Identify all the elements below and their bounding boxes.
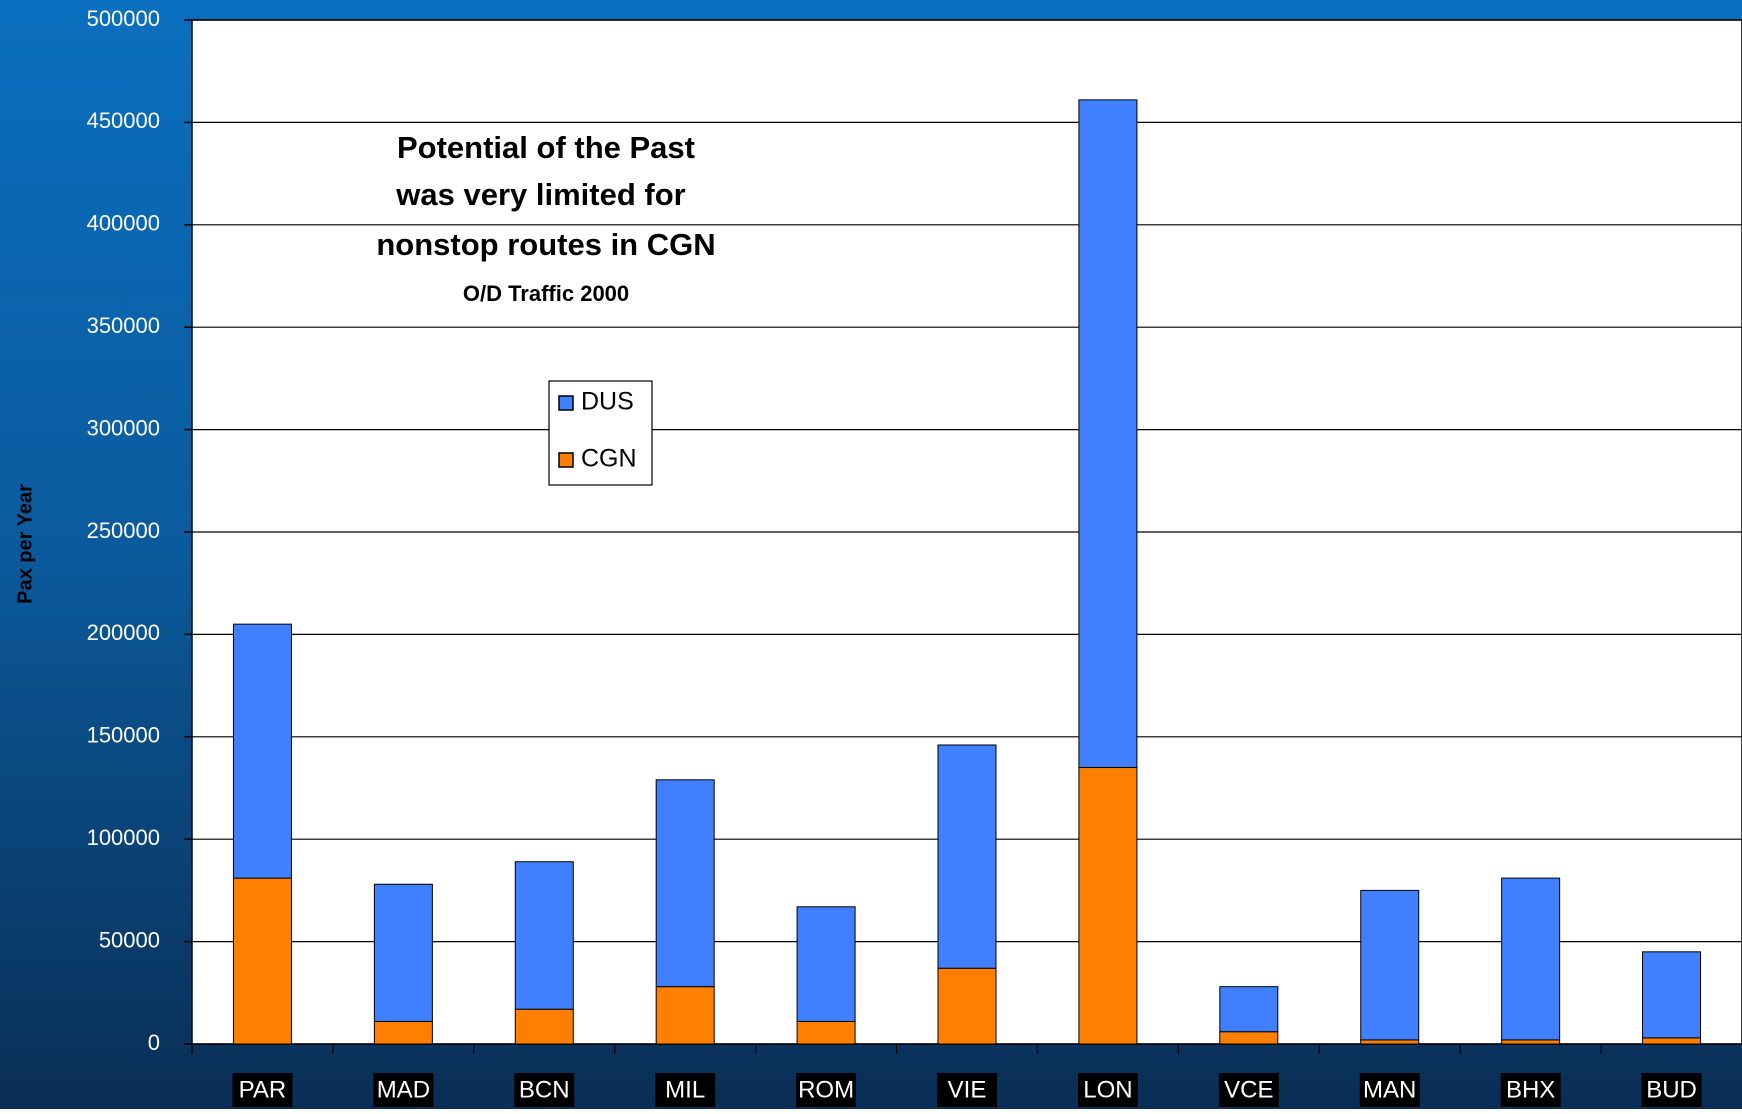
bar-segment <box>1501 1039 1561 1045</box>
legend-label: DUS <box>581 388 634 416</box>
y-tick-label: 50000 <box>99 927 160 952</box>
bar-segment <box>514 861 574 1010</box>
bar-segment <box>1219 1031 1279 1045</box>
x-tick-label: MAN <box>1363 1076 1416 1103</box>
x-label-box <box>1077 1073 1138 1107</box>
x-label-box <box>514 1073 575 1107</box>
bar-segment <box>1078 99 1138 769</box>
bar-segment <box>373 883 433 1022</box>
bar-segment <box>655 779 715 988</box>
x-label-box <box>373 1073 434 1107</box>
bar-segment <box>1501 877 1561 1041</box>
x-label-box <box>232 1073 293 1107</box>
y-tick-label: 400000 <box>87 211 160 236</box>
title-line: Potential of the Past <box>397 130 695 165</box>
y-tick-label: 450000 <box>87 108 160 133</box>
x-tick-label: BUD <box>1646 1076 1697 1103</box>
bar-segment <box>514 1008 574 1045</box>
y-tick-label: 150000 <box>87 723 160 748</box>
legend-label: CGN <box>581 445 637 473</box>
bar-segment <box>1642 951 1702 1039</box>
x-label-box <box>1500 1073 1561 1107</box>
y-tick-label: 0 <box>148 1030 160 1055</box>
bar-segment <box>937 967 997 1045</box>
bar-segment <box>1078 767 1138 1045</box>
bar-segment <box>373 1020 433 1045</box>
legend-swatch <box>558 452 574 468</box>
bar-segment <box>1360 889 1420 1041</box>
bar-segment <box>937 744 997 969</box>
x-tick-label: PAR <box>239 1076 287 1103</box>
y-tick-label: 300000 <box>87 415 160 440</box>
x-tick-label: MAD <box>377 1076 430 1103</box>
bar-segment <box>1360 1039 1420 1045</box>
bar-segment <box>796 906 856 1022</box>
x-tick-label: VCE <box>1224 1076 1273 1103</box>
y-tick-label: 500000 <box>87 6 160 31</box>
bar-segment <box>232 877 292 1045</box>
x-label-box <box>937 1073 997 1107</box>
bar-segment <box>1642 1037 1702 1045</box>
x-label-box <box>1218 1073 1279 1107</box>
bar-segment <box>655 986 715 1045</box>
y-tick-label: 350000 <box>87 313 160 338</box>
y-tick-label: 100000 <box>87 825 160 850</box>
x-tick-label: VIE <box>948 1076 987 1103</box>
x-label-box <box>1359 1073 1420 1107</box>
bar-segment <box>232 623 292 879</box>
x-label-box <box>1641 1073 1702 1107</box>
subtitle: O/D Traffic 2000 <box>463 281 629 306</box>
y-tick-label: 200000 <box>87 620 160 645</box>
title-line: was very limited for <box>395 177 685 212</box>
y-axis-label: Pax per Year <box>14 484 36 604</box>
x-label-box <box>796 1073 857 1107</box>
title-line: nonstop routes in CGN <box>376 227 715 262</box>
x-tick-label: BCN <box>519 1076 570 1103</box>
y-tick-label: 250000 <box>87 518 160 543</box>
legend-swatch <box>558 395 574 411</box>
x-tick-label: BHX <box>1506 1076 1555 1103</box>
bar-segment <box>796 1020 856 1045</box>
x-tick-label: LON <box>1083 1076 1132 1103</box>
bar-segment <box>1219 986 1279 1033</box>
x-tick-label: MIL <box>665 1076 705 1103</box>
x-label-box <box>655 1073 716 1107</box>
x-tick-label: ROM <box>798 1076 854 1103</box>
